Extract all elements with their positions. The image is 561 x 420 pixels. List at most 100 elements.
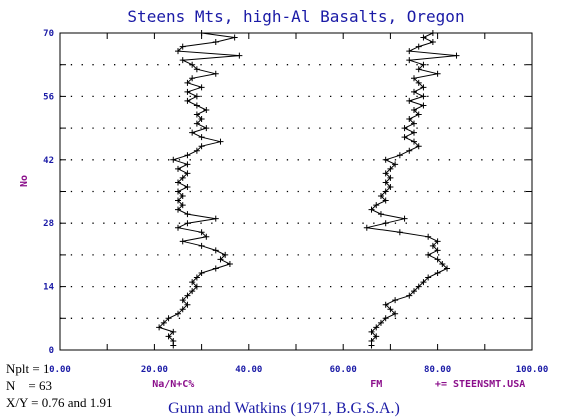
data-point [406,48,413,55]
data-point [415,43,422,50]
data-point [156,324,163,331]
data-point [217,256,224,263]
data-point [373,324,380,331]
data-point [193,93,200,100]
data-point [406,116,413,123]
data-point [175,224,181,231]
data-point [387,174,394,181]
data-point [429,30,436,36]
data-point [212,215,219,222]
data-point [203,106,210,113]
data-point [184,170,191,177]
data-point [439,260,446,267]
data-point [160,319,167,326]
data-point [179,202,186,209]
x-tick-label: 60.00 [330,365,357,375]
series-group [363,30,460,349]
data-point [175,206,181,213]
data-point [382,301,389,308]
data-point [179,297,186,304]
data-point [368,206,375,213]
x-axis-labels: Na/N+C% FM += STEENSMT.USA [152,379,525,390]
data-point [193,66,200,73]
y-tick-label: 28 [43,219,54,229]
data-point [392,297,399,304]
data-point [189,288,196,295]
data-point [411,75,417,82]
series-line [366,32,457,346]
data-point [170,337,177,344]
x-tick-label: 0.00 [49,365,71,375]
data-point [411,288,417,295]
data-point [189,129,196,136]
data-point [203,125,210,132]
data-point [382,188,389,195]
data-point [165,315,172,322]
data-point [368,337,375,344]
chart-title: Steens Mts, high-Al Basalts, Oregon [127,7,464,26]
x-axis-label: FM [370,379,382,390]
data-point [415,66,422,73]
data-point [411,88,417,95]
data-point [179,306,186,313]
data-point [193,147,200,154]
data-point [382,315,389,322]
data-point [212,247,219,254]
data-point [396,152,403,159]
data-point [377,193,384,200]
data-point [444,265,451,272]
data-point [175,310,181,317]
data-point [368,328,375,335]
data-point [406,97,413,104]
data-point [377,319,384,326]
data-point [189,75,196,82]
data-point [193,283,200,290]
data-point [212,265,219,272]
data-point [387,165,394,172]
y-tick-label: 42 [43,156,54,166]
data-point [193,102,200,109]
data-point [184,183,191,190]
y-tick-label: 0 [49,346,54,356]
data-point [434,70,441,77]
data-point [198,116,205,123]
y-tick-label: 70 [43,29,54,39]
data-point [382,220,389,227]
data-point [198,242,205,249]
data-point [363,224,370,231]
data-point [175,197,181,204]
data-point [198,84,205,91]
data-point [373,333,380,340]
data-point [184,292,191,299]
data-point [434,238,441,245]
data-point [179,43,186,50]
data-point [179,238,186,245]
data-point [396,229,403,236]
data-point [420,34,427,41]
plot-frame [59,32,533,351]
series-group [156,30,243,349]
data-point [434,270,441,277]
data-point [382,156,389,163]
data-point [401,125,408,132]
data-point [382,179,389,186]
data-point [420,279,427,286]
data-point [415,111,422,118]
nplt-label: Nplt = 1 [6,361,49,376]
data-point [420,93,427,100]
data-point [406,147,413,154]
data-point [179,193,186,200]
data-point [411,106,417,113]
data-point [377,211,384,218]
data-point [184,220,191,227]
data-point [212,70,219,77]
data-point [392,161,399,168]
data-point [411,120,417,127]
data-point [198,143,205,150]
data-point [217,138,224,145]
data-point [170,328,177,335]
x-tick-label: 20.00 [141,365,168,375]
xy-ratio-label: X/Y = 0.76 and 1.91 [6,395,113,410]
data-point [189,61,196,68]
data-point [425,274,432,281]
